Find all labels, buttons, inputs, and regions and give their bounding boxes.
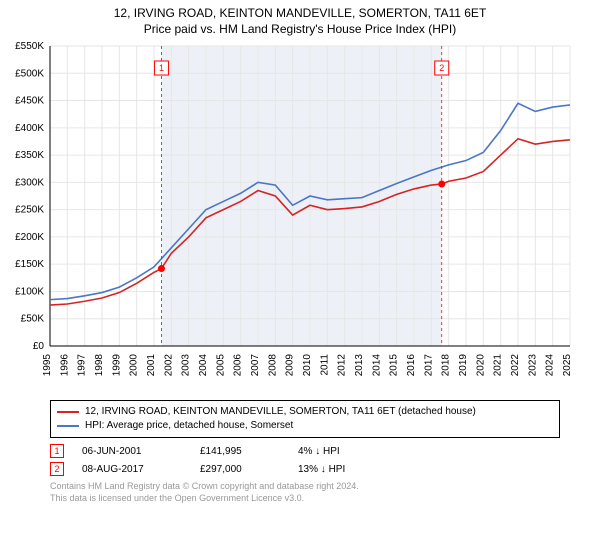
svg-text:£500K: £500K: [15, 68, 44, 79]
svg-text:2001: 2001: [146, 354, 157, 377]
svg-text:1: 1: [159, 63, 164, 73]
legend: 12, IRVING ROAD, KEINTON MANDEVILLE, SOM…: [50, 400, 560, 438]
footer-text: Contains HM Land Registry data © Crown c…: [50, 480, 560, 504]
sale-row: 1 06-JUN-2001 £141,995 4% ↓ HPI: [50, 444, 560, 458]
sale-price: £141,995: [200, 446, 280, 457]
legend-label: HPI: Average price, detached house, Some…: [85, 419, 293, 433]
sale-date: 08-AUG-2017: [82, 464, 182, 475]
svg-text:2004: 2004: [198, 354, 209, 377]
svg-text:£550K: £550K: [15, 41, 44, 52]
svg-text:2007: 2007: [250, 354, 261, 377]
sale-delta: 4% ↓ HPI: [298, 446, 340, 457]
svg-text:2017: 2017: [423, 354, 434, 377]
svg-text:2005: 2005: [215, 354, 226, 377]
svg-text:2015: 2015: [389, 354, 400, 377]
svg-text:£50K: £50K: [21, 314, 45, 325]
line-chart: £0 £50K £100K £150K £200K £250K £300K £350K £400…: [0, 36, 600, 396]
svg-text:2016: 2016: [406, 354, 417, 377]
svg-text:1998: 1998: [94, 354, 105, 377]
chart-container: £0 £50K £100K £150K £200K £250K £300K £350K £400…: [0, 36, 600, 396]
footer-line-1: Contains HM Land Registry data © Crown c…: [50, 480, 560, 492]
svg-text:£300K: £300K: [15, 177, 44, 188]
svg-text:£0: £0: [33, 341, 45, 352]
svg-text:2022: 2022: [510, 354, 521, 377]
svg-text:£200K: £200K: [15, 232, 44, 243]
sale-marker-number: 1: [50, 444, 64, 458]
svg-text:£350K: £350K: [15, 150, 44, 161]
svg-text:2: 2: [439, 63, 444, 73]
svg-text:2012: 2012: [337, 354, 348, 377]
legend-row: 12, IRVING ROAD, KEINTON MANDEVILLE, SOM…: [57, 405, 553, 419]
sale-date: 06-JUN-2001: [82, 446, 182, 457]
legend-row: HPI: Average price, detached house, Some…: [57, 419, 553, 433]
svg-text:2011: 2011: [319, 354, 330, 376]
svg-text:£400K: £400K: [15, 123, 44, 134]
svg-text:2023: 2023: [527, 354, 538, 377]
svg-text:£450K: £450K: [15, 96, 44, 107]
svg-text:1996: 1996: [59, 354, 70, 377]
svg-text:2002: 2002: [163, 354, 174, 377]
sales-table: 1 06-JUN-2001 £141,995 4% ↓ HPI 2 08-AUG-2017…: [50, 444, 560, 476]
svg-text:2000: 2000: [129, 354, 140, 377]
svg-text:2003: 2003: [181, 354, 192, 377]
sale-marker-number: 2: [50, 462, 64, 476]
svg-text:2006: 2006: [233, 354, 244, 377]
svg-text:£250K: £250K: [15, 205, 44, 216]
svg-text:2008: 2008: [267, 354, 278, 377]
legend-swatch: [57, 411, 79, 413]
sale-row: 2 08-AUG-2017 £297,000 13% ↓ HPI: [50, 462, 560, 476]
svg-text:2024: 2024: [545, 354, 556, 377]
svg-text:1995: 1995: [42, 354, 53, 377]
sale-delta: 13% ↓ HPI: [298, 464, 345, 475]
legend-label: 12, IRVING ROAD, KEINTON MANDEVILLE, SOM…: [85, 405, 476, 419]
svg-text:2018: 2018: [441, 354, 452, 377]
title-line-2: Price paid vs. HM Land Registry's House …: [0, 22, 600, 36]
svg-text:£150K: £150K: [15, 259, 44, 270]
svg-text:2021: 2021: [493, 354, 504, 377]
chart-title-block: 12, IRVING ROAD, KEINTON MANDEVILLE, SOM…: [0, 0, 600, 36]
footer-line-2: This data is licensed under the Open Gov…: [50, 492, 560, 504]
svg-text:2019: 2019: [458, 354, 469, 377]
svg-text:2020: 2020: [475, 354, 486, 377]
svg-text:2009: 2009: [285, 354, 296, 377]
svg-text:2014: 2014: [371, 354, 382, 377]
svg-text:2013: 2013: [354, 354, 365, 377]
title-line-1: 12, IRVING ROAD, KEINTON MANDEVILLE, SOM…: [0, 6, 600, 20]
svg-text:£100K: £100K: [15, 286, 44, 297]
svg-text:2025: 2025: [562, 354, 573, 377]
sale-price: £297,000: [200, 464, 280, 475]
svg-text:1997: 1997: [77, 354, 88, 377]
svg-text:1999: 1999: [111, 354, 122, 377]
legend-swatch: [57, 425, 79, 427]
svg-text:2010: 2010: [302, 354, 313, 377]
